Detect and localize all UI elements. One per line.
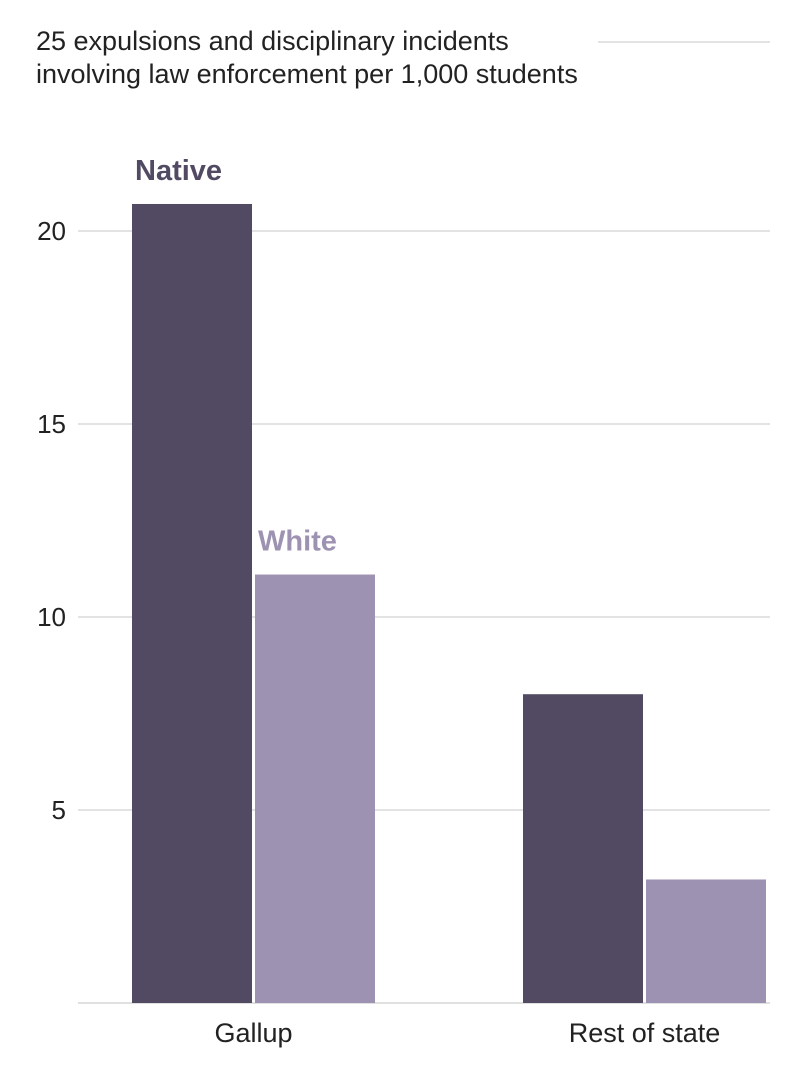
x-category-label-gallup: Gallup — [214, 1018, 292, 1048]
chart-title-line-2: involving law enforcement per 1,000 stud… — [36, 59, 578, 89]
bar-layer — [132, 203, 766, 1004]
series-label-native: Native — [135, 155, 222, 187]
y-tick-label-20: 20 — [37, 216, 66, 246]
y-tick-label-5: 5 — [52, 795, 66, 825]
label-layer: 5 10 15 20 Gallup Rest of state Native White — [37, 155, 720, 1048]
chart-title-line-1: 25 expulsions and disciplinary incidents — [36, 26, 509, 56]
bar-white-rest-of-state — [646, 879, 766, 1003]
y-tick-label-10: 10 — [37, 602, 66, 632]
bar-native-rest-of-state — [523, 694, 643, 1003]
series-label-white: White — [258, 526, 337, 558]
bar-white-gallup — [255, 574, 375, 1003]
y-tick-label-15: 15 — [37, 409, 66, 439]
x-category-label-rest-of-state: Rest of state — [569, 1018, 721, 1048]
bar-native-gallup — [132, 203, 252, 1004]
